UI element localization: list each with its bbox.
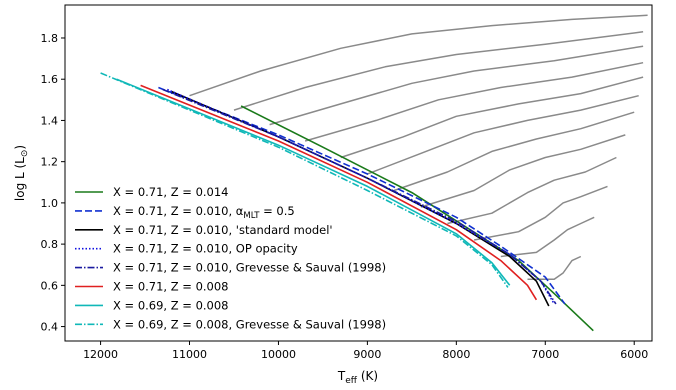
track-line-8: [340, 76, 644, 159]
track-line-11: [233, 31, 644, 111]
track-line-10: [269, 45, 644, 126]
x-axis-label: Teff (K): [337, 369, 378, 386]
x-tick-label: 11000: [172, 348, 207, 361]
legend-label-4: X = 0.71, Z = 0.010, OP opacity: [113, 242, 298, 256]
y-tick-label: 1.8: [41, 32, 59, 45]
track-line-7: [367, 94, 639, 175]
x-axis-ticks: 12000 11000 10000 9000 8000 7000 6000: [83, 341, 648, 361]
track-line-12: [189, 14, 648, 97]
x-tick-label: 12000: [83, 348, 118, 361]
y-tick-label: 1.6: [41, 73, 59, 86]
series-line-8: [100, 72, 509, 288]
plot-frame: [64, 4, 653, 342]
y-tick-label: 1.2: [41, 156, 59, 169]
x-tick-label: 9000: [353, 348, 381, 361]
zams-series: [100, 72, 594, 332]
legend-label-6: X = 0.71, Z = 0.008: [113, 280, 229, 294]
legend-label-3: X = 0.71, Z = 0.010, 'standard model': [113, 223, 333, 237]
track-line-5: [420, 134, 626, 208]
y-axis-label: log L (L⊙): [13, 145, 30, 201]
y-tick-label: 0.6: [41, 279, 59, 292]
x-tick-label: 7000: [531, 348, 559, 361]
legend-label-2: X = 0.71, Z = 0.010, αMLT = 0.5: [113, 204, 295, 221]
track-line-3: [473, 185, 608, 241]
series-line-5: [162, 88, 557, 305]
y-tick-label: 1.4: [41, 114, 59, 127]
x-tick-label: 6000: [620, 348, 648, 361]
y-axis-ticks: 0.4 0.6 0.8 1.0 1.2 1.4 1.6 1.8: [41, 32, 65, 334]
track-line-6: [393, 111, 635, 192]
y-tick-label: 0.4: [41, 321, 59, 334]
legend-label-7: X = 0.69, Z = 0.008: [113, 298, 229, 312]
series-line-7: [116, 78, 511, 286]
track-line-4: [447, 156, 617, 225]
legend-label-5: X = 0.71, Z = 0.010, Grevesse & Sauval (…: [113, 261, 386, 275]
y-tick-label: 0.8: [41, 238, 59, 251]
series-line-6: [140, 84, 538, 301]
legend-label-1: X = 0.71, Z = 0.014: [113, 185, 229, 199]
x-tick-label: 8000: [442, 348, 470, 361]
track-line-1: [527, 255, 582, 280]
evolutionary-tracks: [189, 14, 648, 280]
y-tick-label: 1.0: [41, 197, 59, 210]
legend: X = 0.71, Z = 0.014 X = 0.71, Z = 0.010, …: [75, 185, 386, 331]
x-tick-label: 10000: [261, 348, 296, 361]
track-line-9: [304, 61, 644, 142]
legend-label-8: X = 0.69, Z = 0.008, Grevesse & Sauval (…: [113, 317, 386, 331]
track-line-2: [500, 216, 595, 258]
series-line-1: [240, 105, 594, 332]
series-line-2: [158, 86, 566, 305]
